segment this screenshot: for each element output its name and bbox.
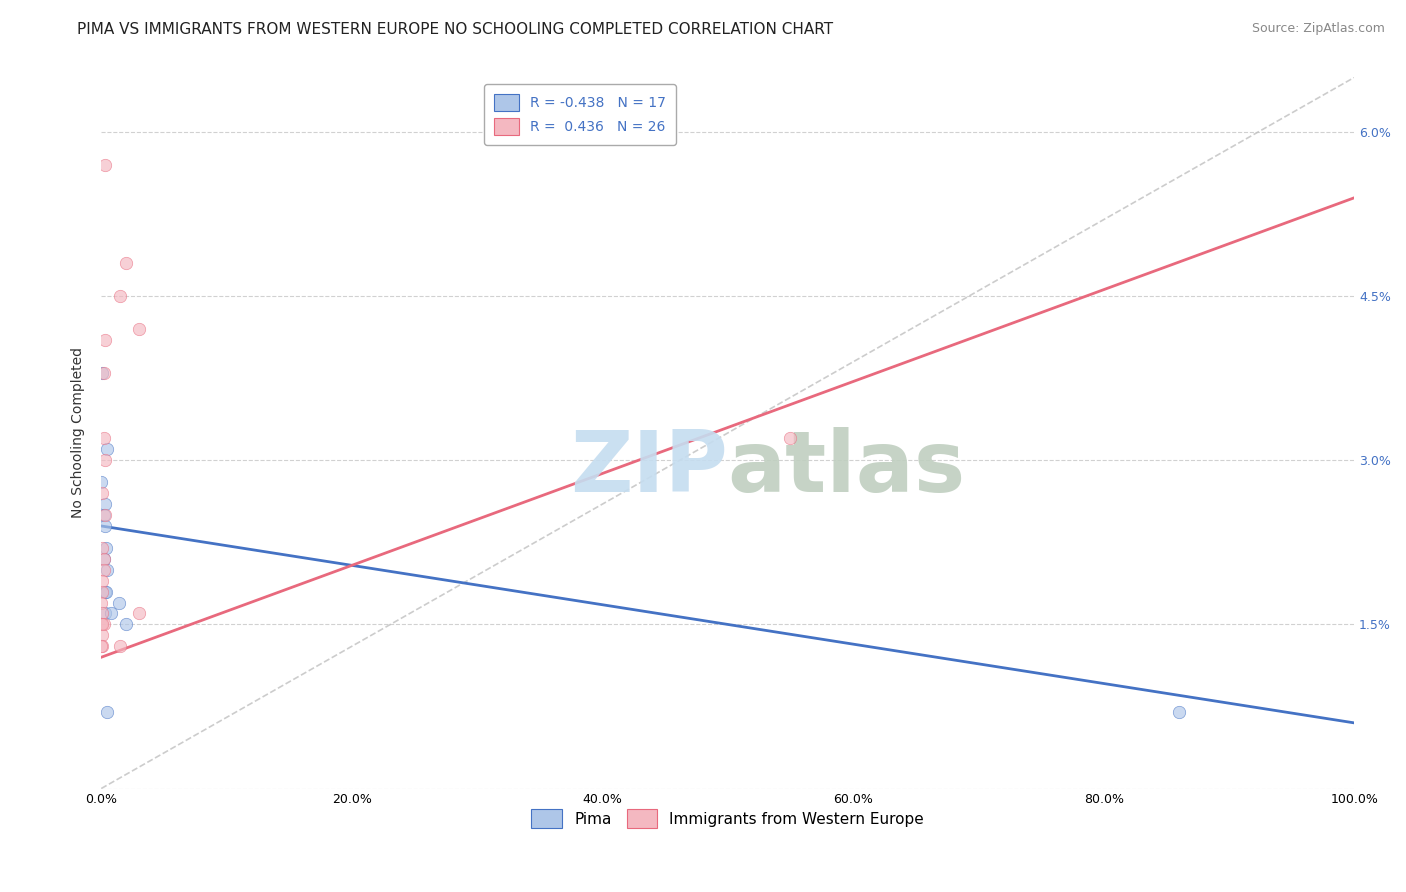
- Point: [115, 256, 138, 270]
- Y-axis label: No Schooling Completed: No Schooling Completed: [72, 348, 86, 518]
- Point: [94, 584, 117, 599]
- Text: PIMA VS IMMIGRANTS FROM WESTERN EUROPE NO SCHOOLING COMPLETED CORRELATION CHART: PIMA VS IMMIGRANTS FROM WESTERN EUROPE N…: [77, 22, 834, 37]
- Point: [91, 640, 114, 654]
- Point: [90, 617, 112, 632]
- Point: [94, 508, 117, 522]
- Point: [128, 607, 150, 621]
- Point: [91, 617, 114, 632]
- Point: [90, 475, 112, 490]
- Point: [94, 519, 117, 533]
- Point: [128, 322, 150, 336]
- Point: [108, 289, 131, 303]
- Point: [91, 574, 114, 588]
- Point: [96, 705, 118, 719]
- Point: [91, 366, 114, 380]
- Point: [115, 617, 138, 632]
- Point: [91, 486, 114, 500]
- Point: [779, 432, 801, 446]
- Legend: Pima, Immigrants from Western Europe: Pima, Immigrants from Western Europe: [526, 804, 931, 834]
- Point: [94, 453, 117, 467]
- Text: Source: ZipAtlas.com: Source: ZipAtlas.com: [1251, 22, 1385, 36]
- Point: [93, 617, 115, 632]
- Point: [93, 432, 115, 446]
- Point: [90, 596, 112, 610]
- Point: [91, 541, 114, 555]
- Point: [93, 563, 115, 577]
- Point: [96, 541, 118, 555]
- Point: [94, 158, 117, 172]
- Text: atlas: atlas: [728, 427, 966, 510]
- Point: [91, 584, 114, 599]
- Point: [91, 628, 114, 642]
- Point: [93, 551, 115, 566]
- Point: [91, 607, 114, 621]
- Point: [93, 366, 115, 380]
- Point: [108, 640, 131, 654]
- Point: [94, 607, 117, 621]
- Point: [96, 584, 118, 599]
- Point: [96, 442, 118, 457]
- Point: [94, 333, 117, 347]
- Point: [1167, 705, 1189, 719]
- Point: [93, 551, 115, 566]
- Point: [93, 508, 115, 522]
- Point: [90, 640, 112, 654]
- Point: [96, 563, 118, 577]
- Point: [94, 497, 117, 511]
- Point: [107, 596, 129, 610]
- Point: [100, 607, 122, 621]
- Text: ZIP: ZIP: [569, 427, 728, 510]
